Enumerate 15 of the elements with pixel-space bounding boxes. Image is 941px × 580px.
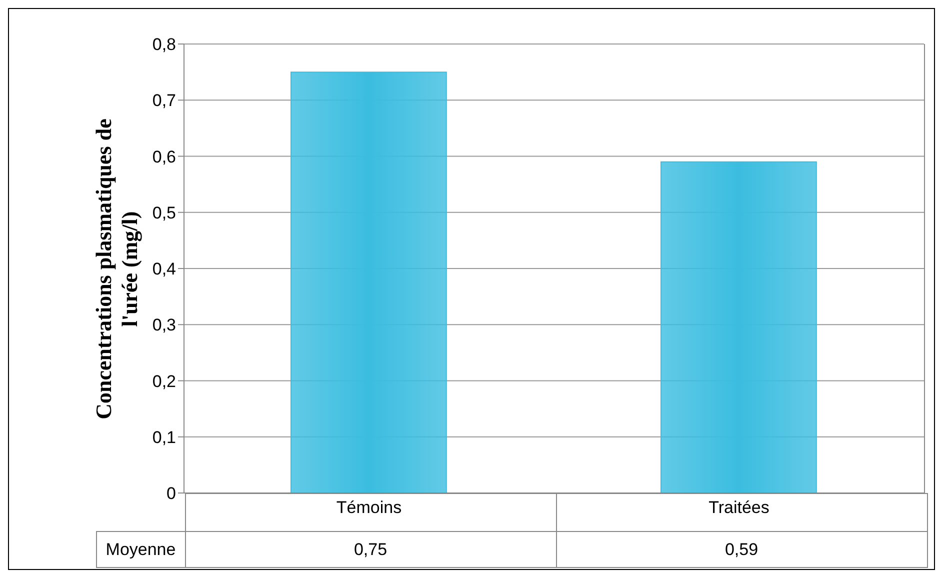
y-tick-label: 0 <box>166 484 176 504</box>
data-label: 0,75 <box>185 532 556 568</box>
x-tick-label: Témoins <box>336 498 402 518</box>
text: Moyenne <box>96 532 185 568</box>
y-tick-label: 0,1 <box>152 428 176 447</box>
y-tick-label: 0,5 <box>152 203 176 222</box>
data-label: 0,59 <box>556 532 927 568</box>
y-tick-label: 0,2 <box>152 372 176 391</box>
y-tick-label: 0,7 <box>152 91 176 110</box>
y-tick-label: 0,6 <box>152 147 176 166</box>
y-tick-label: 0,8 <box>152 35 176 54</box>
x-tick-label: Traitées <box>708 498 770 518</box>
y-tick-label: 0,4 <box>152 260 176 279</box>
y-tick-label: 0,3 <box>152 316 176 335</box>
y-axis-title: Concentrations plasmatiques de l'urée (mg/l) <box>91 117 143 421</box>
